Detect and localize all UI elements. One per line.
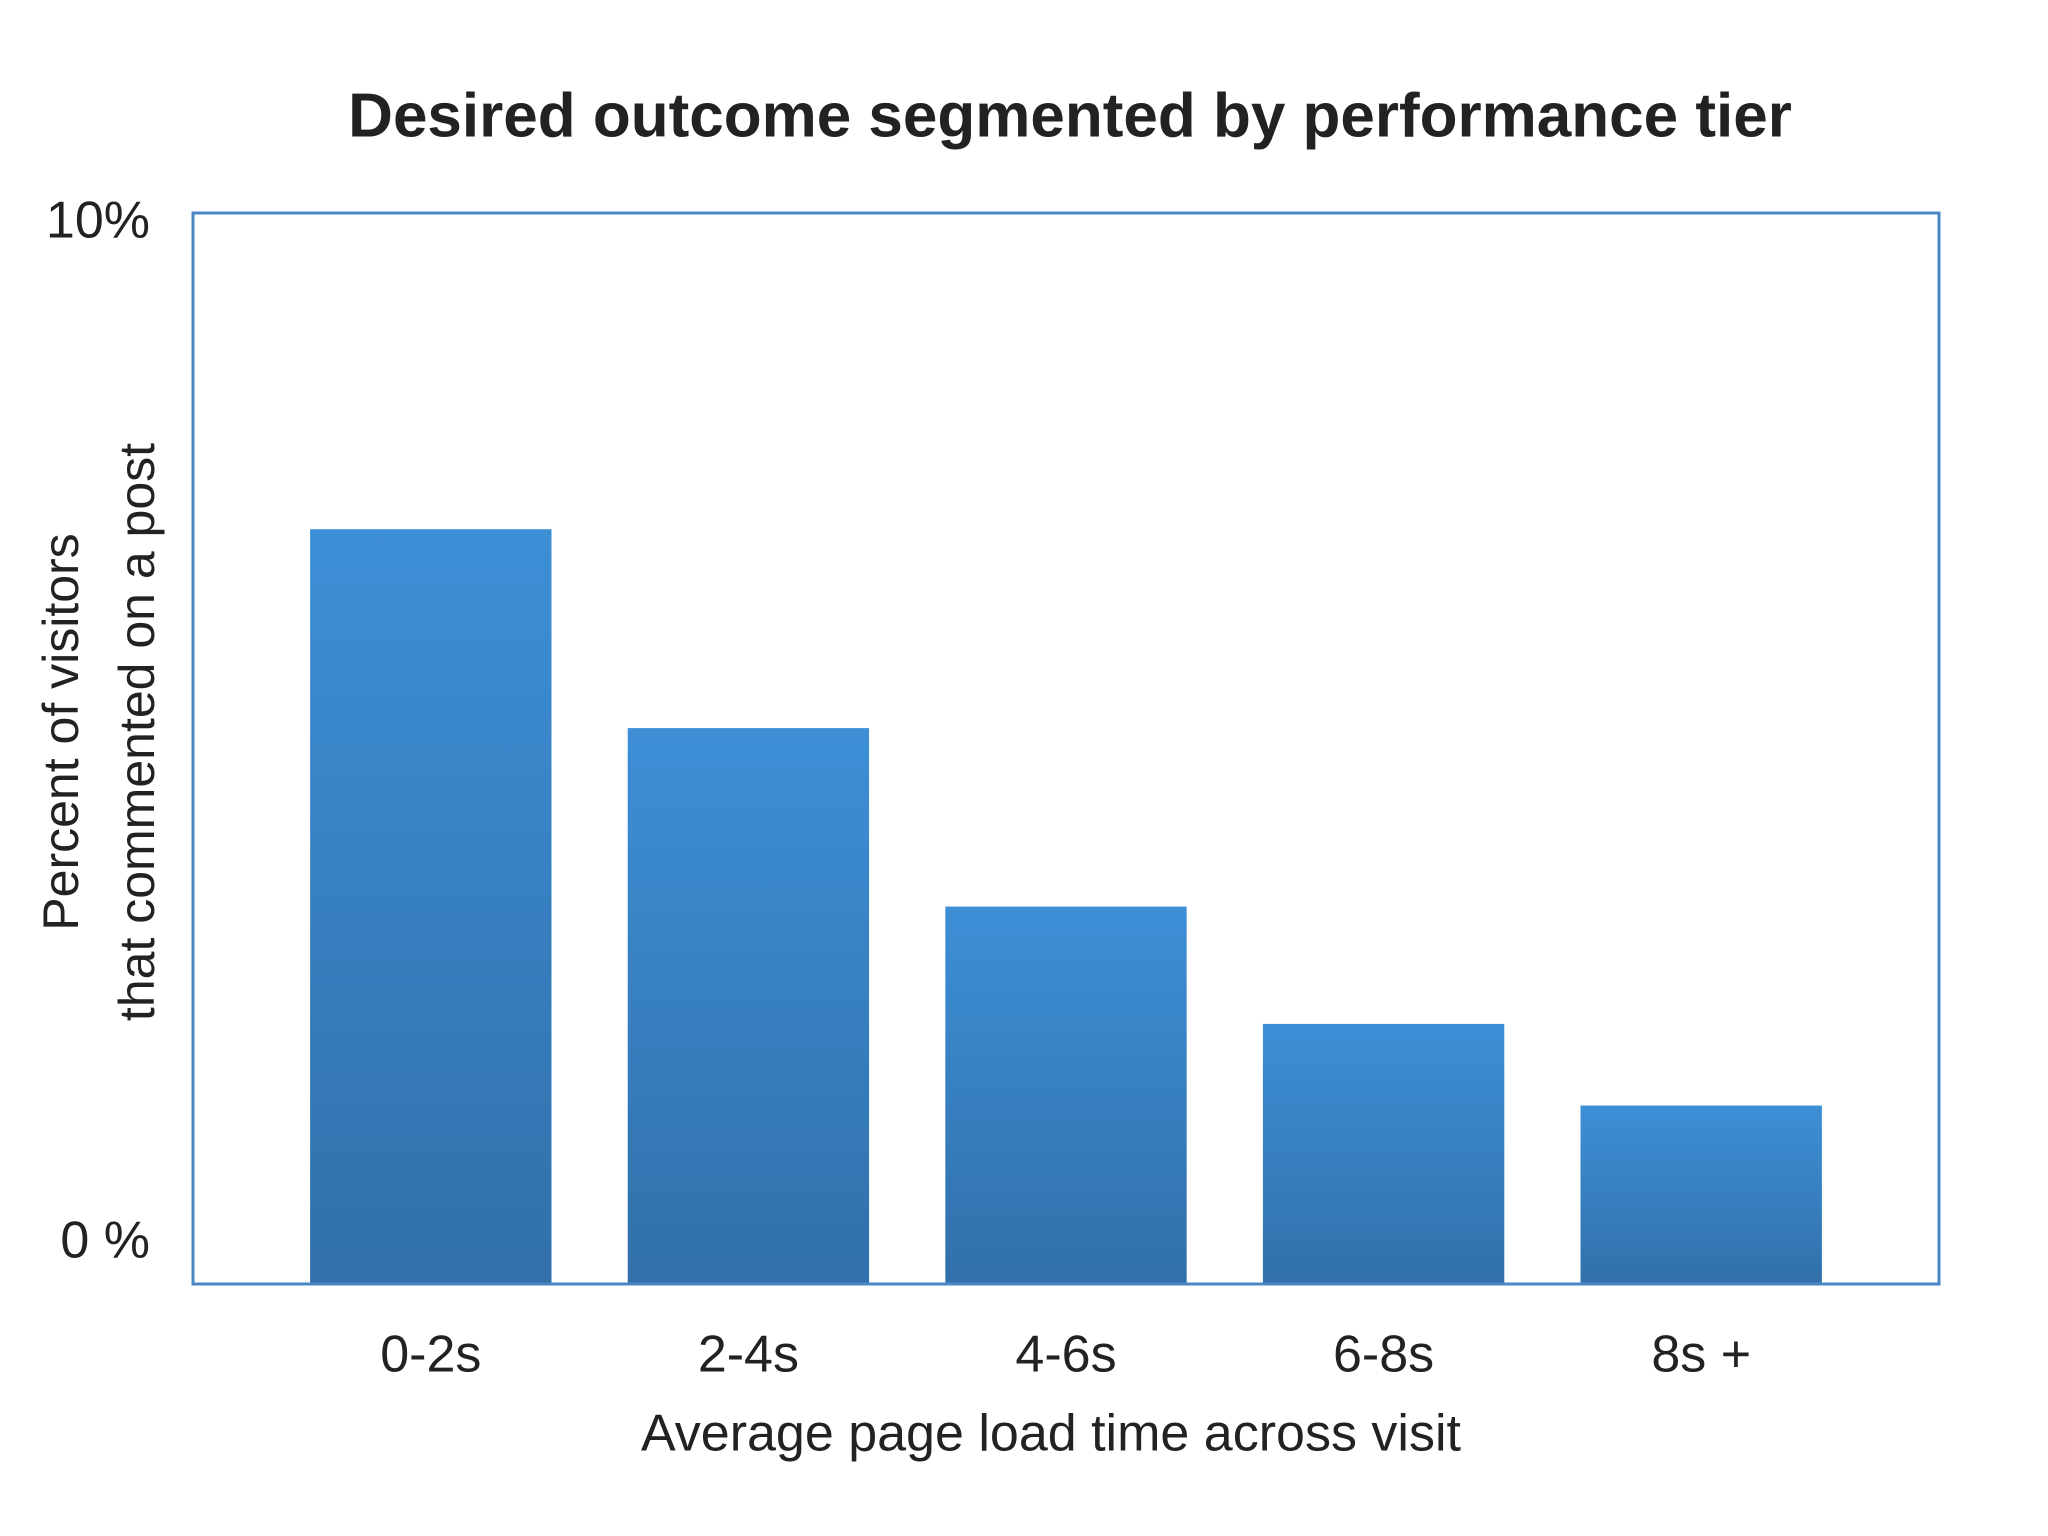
y-tick-label: 10% [46, 192, 150, 250]
x-axis-title: Average page load time across visit [641, 1405, 1461, 1463]
chart-title: Desired outcome segmented by performance… [348, 81, 1792, 150]
x-tick-label: 8s + [1651, 1326, 1751, 1384]
bar [1262, 1023, 1505, 1284]
bar [627, 728, 870, 1284]
plot-frame [191, 211, 1941, 1286]
y-axis-title: that commented on a post [109, 443, 165, 1021]
bar [310, 529, 552, 1284]
x-tick-label: 4-6s [1015, 1326, 1116, 1384]
y-axis-title: Percent of visitors [33, 533, 89, 930]
y-tick-label: 0 % [60, 1212, 150, 1270]
bar [945, 906, 1187, 1284]
x-tick-label: 2-4s [698, 1326, 799, 1384]
x-tick-label: 0-2s [380, 1326, 481, 1384]
bar [1580, 1105, 1822, 1284]
x-tick-label: 6-8s [1333, 1326, 1434, 1384]
